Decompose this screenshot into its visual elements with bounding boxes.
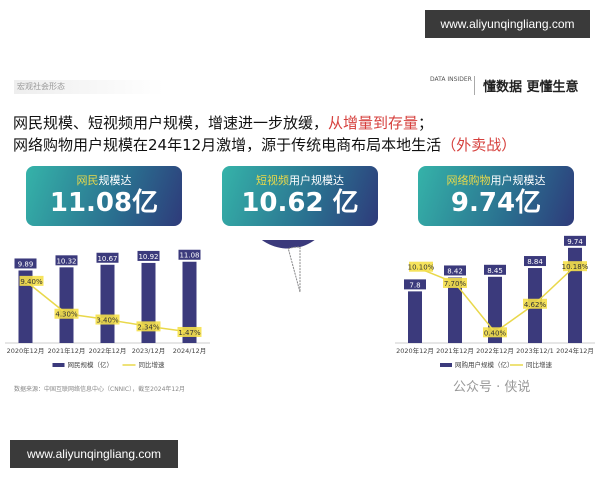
pie-slice-main xyxy=(261,240,315,292)
growth-label-bg xyxy=(95,314,120,325)
growth-label: 4.30% xyxy=(55,311,78,319)
growth-label: 4.62% xyxy=(524,301,547,309)
bar-label-bg xyxy=(96,252,119,263)
growth-label-bg xyxy=(523,298,547,309)
growth-label: 1.47% xyxy=(178,329,201,337)
x-tick-label: 2024年12月 xyxy=(556,346,594,355)
x-tick-label: 2023/12月 xyxy=(132,347,166,355)
data-insider-logo: DATA INSIDER xyxy=(430,76,472,83)
bar xyxy=(488,276,502,343)
bar xyxy=(408,291,422,343)
growth-label-bg xyxy=(409,261,433,272)
bar-label: 10.32 xyxy=(56,257,76,265)
x-tick-label: 2022年12月 xyxy=(89,346,127,355)
bar-label-bg xyxy=(14,258,37,269)
growth-label: 9.40% xyxy=(20,278,43,286)
bar xyxy=(18,270,33,343)
chart-online-shopping: 7.8 2020年12月 8.42 2021年12月 8.45 2022年12月 8.84 2… xyxy=(395,235,595,369)
growth-label-bg xyxy=(54,308,79,319)
chart-netizens: 9.89 2020年12月 10.32 2021年12月 10.67 2022年12月 10… xyxy=(5,249,210,369)
legend-bar-swatch xyxy=(52,363,65,367)
bar-label: 10.92 xyxy=(138,253,158,261)
slogan: 懂数据 更懂生意 xyxy=(474,76,579,95)
bar-label-bg xyxy=(404,279,426,290)
growth-label: 0.40% xyxy=(484,329,507,337)
bar xyxy=(100,264,115,343)
bar-label: 8.45 xyxy=(487,267,503,275)
bar-label: 8.84 xyxy=(527,258,543,266)
x-tick-label: 2023年12/1 xyxy=(516,346,554,355)
chart-short-video-pie: 95.8% xyxy=(261,240,318,331)
bar xyxy=(182,261,197,343)
watermark-top: www.aliyunqingliang.com xyxy=(425,10,590,38)
legend-line-label: 同比增速 xyxy=(526,360,553,369)
x-tick-label: 2024/12月 xyxy=(173,347,207,355)
x-tick-label: 2020年12月 xyxy=(396,346,434,355)
section-label: 宏观社会形态 xyxy=(14,80,164,94)
x-tick-label: 2021年12月 xyxy=(436,346,474,355)
headline-1: 网民规模、短视频用户规模，增速进一步放缓，从增量到存量； xyxy=(13,114,434,132)
bar-label-bg xyxy=(564,235,586,246)
legend-bar-label: 网民规模（亿） xyxy=(68,360,114,369)
growth-label: 7.70% xyxy=(444,280,467,288)
headline-2: 网络购物用户规模在24年12月激增，源于传统电商布局本地生活（外卖战） xyxy=(13,136,517,154)
bar-label: 9.89 xyxy=(18,260,34,268)
bar xyxy=(448,277,462,343)
growth-label-bg xyxy=(136,321,161,332)
card-netizens: 网民规模达 11.08亿 xyxy=(26,166,182,226)
bar-label: 11.08 xyxy=(179,252,199,260)
bar-label-bg xyxy=(524,256,546,267)
wechat-label: 公众号 · 侠说 xyxy=(453,380,531,395)
bar-label-bg xyxy=(484,264,506,275)
growth-label: 3.40% xyxy=(96,317,119,325)
source-note: 数据来源：中国互联网络信息中心（CNNIC），截至2024年12月 xyxy=(14,386,186,393)
bar-label-bg xyxy=(55,255,78,266)
legend-bar-swatch xyxy=(440,363,452,367)
x-tick-label: 2022年12月 xyxy=(476,346,514,355)
watermark-bottom: www.aliyunqingliang.com xyxy=(10,440,178,468)
growth-label-bg xyxy=(19,275,44,286)
growth-label-bg xyxy=(177,326,202,337)
growth-label-bg xyxy=(483,327,507,338)
growth-label-bg xyxy=(443,277,467,288)
bar-label-bg xyxy=(137,250,160,261)
bar-label-bg xyxy=(444,265,466,276)
bar-label: 10.67 xyxy=(97,255,117,263)
growth-label: 10.18% xyxy=(562,263,589,271)
bar xyxy=(59,267,74,343)
bar xyxy=(568,247,582,343)
x-tick-label: 2021年12月 xyxy=(48,346,86,355)
growth-label: 10.10% xyxy=(408,264,435,272)
bar-label: 9.74 xyxy=(567,238,583,246)
growth-label-bg xyxy=(563,261,587,272)
bar-label-bg xyxy=(178,249,201,260)
legend-line-label: 同比增速 xyxy=(139,360,166,369)
pie-slice-other xyxy=(287,246,301,293)
growth-label: 2.34% xyxy=(137,323,160,331)
pie-label: 95.8% xyxy=(283,318,318,331)
card-online-shopping: 网络购物用户规模达 9.74亿 xyxy=(418,166,574,226)
card-short-video: 短视频用户规模达 10.62 亿 xyxy=(222,166,378,226)
bar-label: 7.8 xyxy=(409,281,420,289)
x-tick-label: 2020年12月 xyxy=(7,346,45,355)
legend-bar-label: 网购用户规模（亿） xyxy=(455,360,514,369)
bar-label: 8.42 xyxy=(447,267,463,275)
